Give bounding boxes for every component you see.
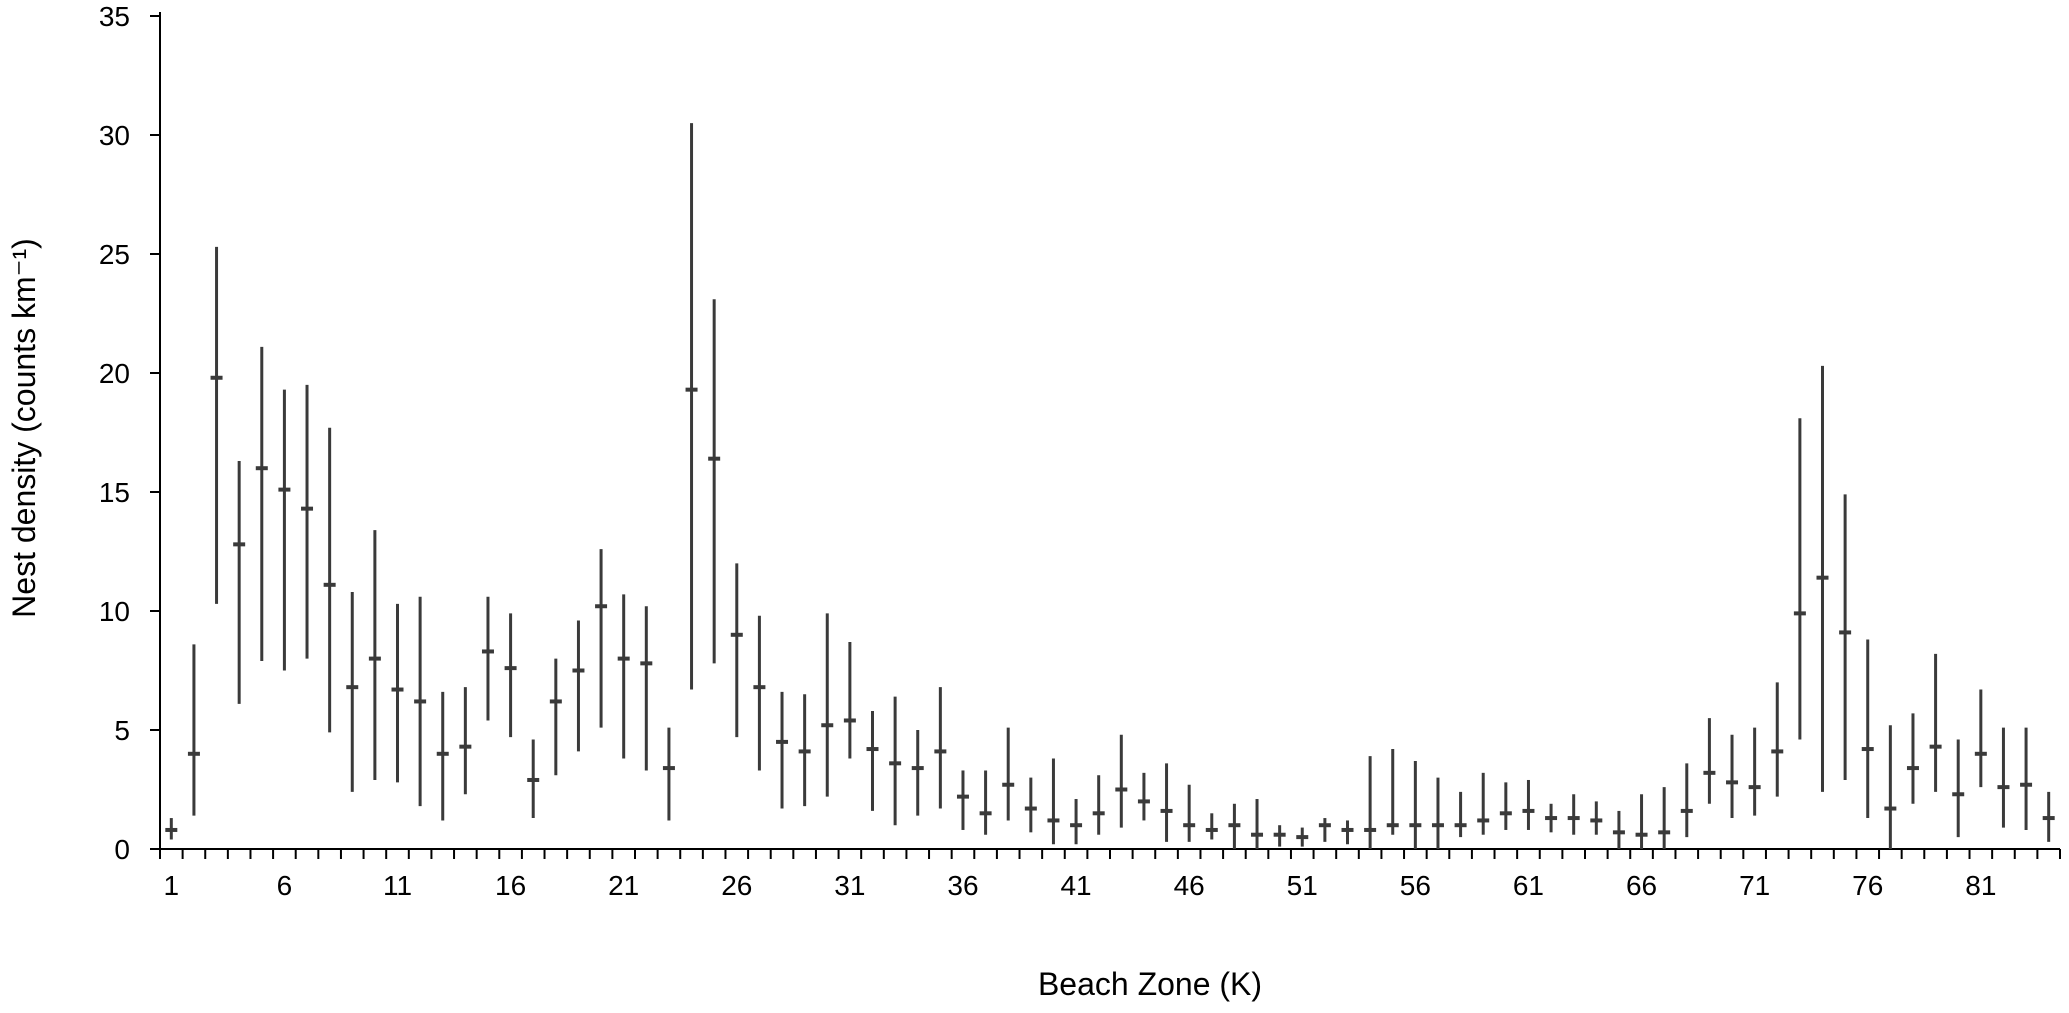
x-tick-label: 51 <box>1287 870 1318 901</box>
x-tick-label: 21 <box>608 870 639 901</box>
x-tick-label: 46 <box>1174 870 1205 901</box>
y-tick-label: 25 <box>99 239 130 270</box>
x-tick-label: 81 <box>1965 870 1996 901</box>
x-tick-label: 31 <box>834 870 865 901</box>
x-tick-label: 36 <box>947 870 978 901</box>
x-tick-label: 11 <box>383 870 412 901</box>
x-tick-label: 61 <box>1513 870 1544 901</box>
x-axis-title: Beach Zone (K) <box>1038 966 1262 1002</box>
y-tick-label: 10 <box>99 596 130 627</box>
error-bar-series <box>165 123 2055 849</box>
y-tick-label: 5 <box>114 715 130 746</box>
y-tick-label: 15 <box>99 477 130 508</box>
x-tick-label: 1 <box>164 870 180 901</box>
y-axis-title: Nest density (counts km⁻¹) <box>6 238 42 618</box>
y-tick-label: 20 <box>99 358 130 389</box>
x-tick-label: 26 <box>721 870 752 901</box>
y-tick-label: 30 <box>99 120 130 151</box>
y-tick-label: 35 <box>99 1 130 32</box>
x-tick-label: 6 <box>277 870 293 901</box>
x-tick-label: 56 <box>1400 870 1431 901</box>
x-tick-label: 41 <box>1060 870 1091 901</box>
y-axis: 0 5 10 15 20 25 30 35 <box>99 1 161 865</box>
x-tick-label: 71 <box>1739 870 1770 901</box>
x-tick-label: 16 <box>495 870 526 901</box>
y-tick-label: 0 <box>114 834 130 865</box>
x-tick-label: 76 <box>1852 870 1883 901</box>
x-axis: 1 6 11 16 21 26 31 36 41 46 51 56 61 66 71 76 81 <box>159 848 2061 901</box>
x-tick-label: 66 <box>1626 870 1657 901</box>
